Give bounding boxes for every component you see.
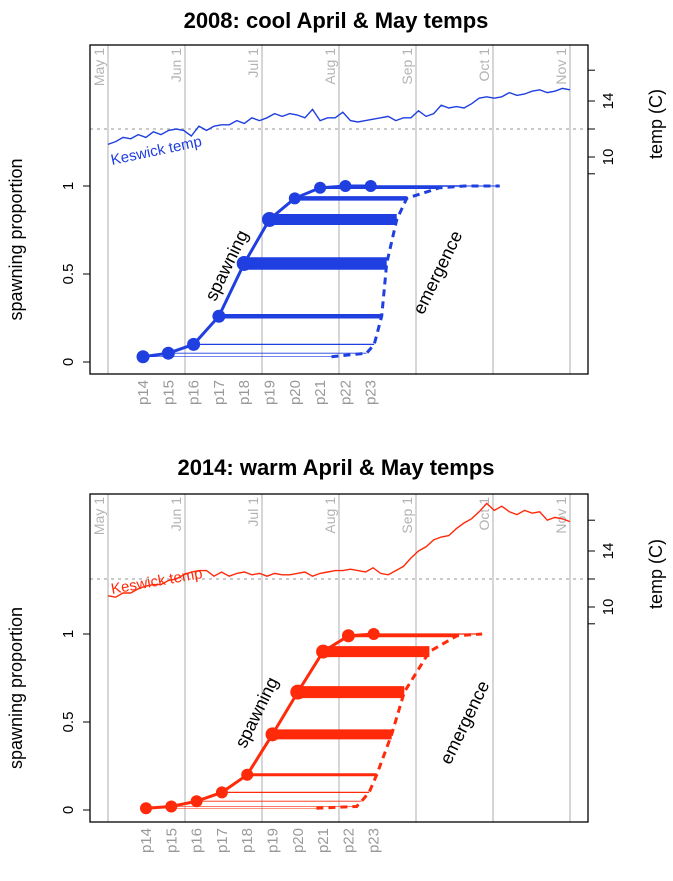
pentad-tick-label: p15 — [160, 380, 177, 405]
spawning-point — [161, 346, 175, 360]
temp-series-label: Keswick temp — [110, 565, 204, 598]
pentad-tick-label: p17 — [214, 828, 231, 853]
panel-2014: 2014: warm April & May temps May 1 Jun 1 Ju… — [6, 455, 666, 853]
spawning-point — [190, 795, 203, 808]
y-tick-label: 0.5 — [60, 264, 77, 285]
y-tick-label: 0 — [60, 358, 77, 366]
right-axis-label: temp (C) — [646, 89, 666, 159]
temp-series-line — [107, 87, 571, 146]
pentad-tick-label: p19 — [262, 380, 279, 405]
temp-series-label: Keswick temp — [109, 133, 203, 169]
spawning-point — [314, 181, 327, 194]
pentad-tick-label: p14 — [135, 380, 152, 405]
pentad-tick-label: p23 — [363, 380, 380, 405]
month-label: Nov 1 — [553, 48, 569, 85]
y-axis-label: spawning proportion — [6, 607, 26, 769]
pentad-tick-label: p17 — [211, 380, 228, 405]
spawning-point — [236, 255, 252, 271]
spawning-point — [339, 180, 352, 192]
chart-title: 2014: warm April & May temps — [177, 455, 494, 480]
emergence-annotation: emergence — [436, 678, 493, 768]
emergence-curve — [316, 632, 483, 810]
month-label: Jun 1 — [168, 48, 184, 82]
pentad-tick-label: p19 — [265, 828, 282, 853]
spawning-point — [165, 800, 178, 813]
pentad-tick-label: p22 — [337, 380, 354, 405]
y-tick-label: 0.5 — [60, 712, 77, 733]
month-label: Jun 1 — [168, 497, 184, 531]
spawning-point — [341, 629, 355, 643]
pentad-tick-label: p22 — [340, 828, 357, 853]
spawning-point — [212, 309, 226, 323]
plot-frame — [89, 44, 589, 375]
pentad-tick-label: p16 — [186, 380, 203, 405]
temp-series-line — [107, 502, 571, 598]
month-label: Oct 1 — [476, 48, 492, 82]
spawning-point — [288, 192, 301, 205]
y-axis-label: spawning proportion — [6, 158, 26, 320]
spawning-point — [215, 786, 228, 799]
temp-tick-label: 14 — [600, 543, 617, 560]
pentad-tick-label: p16 — [189, 828, 206, 853]
spawning-point — [140, 802, 152, 815]
month-label: Sep 1 — [399, 497, 415, 534]
spawning-point — [136, 350, 150, 364]
y-tick-label: 1 — [60, 630, 77, 638]
pentad-tick-label: p20 — [290, 828, 307, 853]
month-label: Aug 1 — [322, 497, 338, 534]
month-label: Jul 1 — [245, 48, 261, 78]
spawning-point — [367, 628, 380, 640]
chart-title: 2008: cool April & May temps — [184, 8, 489, 33]
spawning-point — [262, 211, 277, 227]
spawning-point — [364, 180, 377, 192]
y-tick-label: 1 — [60, 182, 77, 190]
pentad-tick-label: p23 — [366, 828, 383, 853]
spawning-point — [187, 337, 201, 351]
temp-tick-label: 10 — [600, 149, 617, 166]
month-label: May 1 — [91, 497, 107, 535]
month-label: May 1 — [91, 48, 107, 86]
month-label: Oct 1 — [476, 497, 492, 531]
right-axis-label: temp (C) — [646, 539, 666, 609]
pentad-tick-label: p15 — [163, 828, 180, 853]
emergence-curve — [331, 184, 500, 359]
month-label: Sep 1 — [399, 48, 415, 85]
y-tick-label: 0 — [60, 806, 77, 814]
spawning-curve — [142, 184, 371, 359]
panel-2008: 2008: cool April & May temps May 1 Jun 1 Ju… — [6, 8, 666, 405]
spawning-point — [290, 684, 306, 700]
temp-tick-label: 10 — [600, 599, 617, 616]
temp-tick-label: 14 — [600, 93, 617, 110]
pentad-tick-label: p21 — [312, 380, 329, 405]
spawning-point — [265, 727, 280, 742]
spawning-point — [316, 644, 331, 659]
month-label: Nov 1 — [553, 497, 569, 534]
pentad-tick-label: p18 — [236, 380, 253, 405]
pentad-tick-label: p20 — [287, 380, 304, 405]
spawning-curve — [145, 632, 374, 810]
pentad-tick-label: p14 — [138, 828, 155, 853]
month-label: Jul 1 — [245, 497, 261, 527]
emergence-annotation: emergence — [409, 228, 466, 318]
pentad-tick-label: p18 — [239, 828, 256, 853]
plot-frame — [89, 493, 589, 823]
month-label: Aug 1 — [322, 48, 338, 85]
pentad-tick-label: p21 — [315, 828, 332, 853]
spawning-point — [241, 768, 254, 781]
